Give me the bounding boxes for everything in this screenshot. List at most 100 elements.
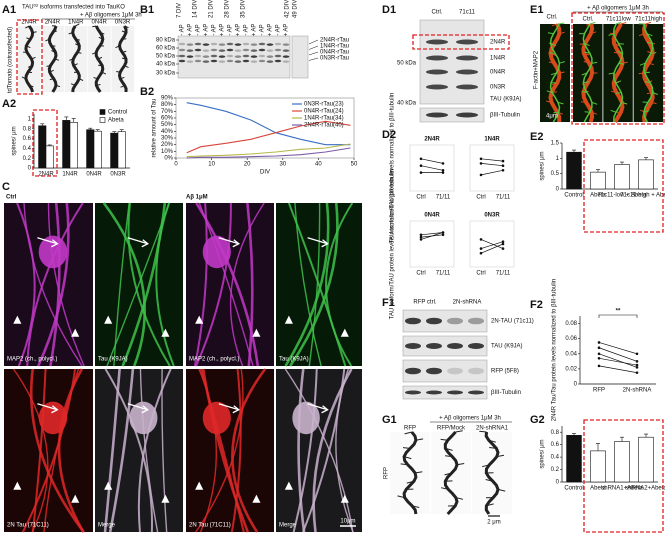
blot-band	[202, 43, 210, 46]
arrow	[71, 494, 80, 503]
x-tick-label: 40	[315, 162, 322, 168]
blot-band	[234, 55, 242, 58]
treatment-label: + Aβ oligomers 1μM 3h	[439, 416, 501, 422]
panel-label: C	[2, 181, 10, 193]
day-label: 35 DIV	[241, 0, 247, 18]
y-tick-label: 0.8	[23, 126, 32, 132]
point	[635, 371, 639, 374]
blot-band	[226, 54, 234, 58]
blot-band	[202, 49, 210, 52]
blot-band	[250, 55, 258, 58]
plot-frame	[409, 144, 455, 192]
arrow	[340, 328, 349, 337]
blot-band	[242, 48, 250, 52]
blot-band	[186, 60, 194, 63]
lane-label: Ctrl.	[432, 10, 443, 16]
blot-band	[468, 367, 484, 375]
micrograph	[186, 369, 274, 532]
neurite	[103, 368, 121, 533]
neurite	[308, 202, 321, 367]
point	[441, 162, 445, 165]
bar	[614, 441, 630, 483]
y-tick-label: 0.08	[565, 321, 577, 327]
row-label: 2N-TAU (71c11)	[491, 319, 534, 325]
antibody-label: TAU (K9JA)	[490, 97, 522, 103]
error-bar	[644, 433, 648, 438]
highlight-box	[16, 19, 43, 95]
blot-band	[405, 390, 421, 395]
bar	[86, 129, 95, 169]
neurite	[325, 202, 354, 367]
blot-band	[218, 43, 226, 46]
x-tick-label: 30	[279, 162, 286, 168]
blot-band	[210, 59, 218, 63]
arrow	[252, 328, 261, 337]
neurite	[231, 368, 267, 533]
y-tick-label: 10%	[161, 149, 174, 155]
soma	[129, 401, 158, 435]
y-tick-label: 0.02	[565, 366, 577, 372]
bar	[614, 164, 630, 190]
point	[419, 235, 423, 239]
paired-line	[480, 158, 504, 162]
blot-band	[178, 48, 186, 52]
blot-band	[178, 59, 186, 63]
blot-band	[250, 49, 258, 52]
y-axis-label: spines/ μm	[540, 151, 546, 180]
paired-line	[480, 163, 504, 167]
error-bar	[572, 433, 576, 436]
channel-label: Merge	[98, 523, 116, 529]
neurite	[195, 202, 260, 367]
y-tick-label: 1.5	[551, 141, 560, 147]
neurite	[104, 368, 153, 533]
day-label: 49 DIV	[293, 0, 299, 18]
condition-label: Aβ 1μM	[186, 195, 208, 201]
channel-label: Merge	[279, 523, 297, 529]
x-tick-label: 71/11	[496, 195, 511, 201]
blot-band	[426, 39, 448, 45]
lane-label: + AP	[204, 24, 210, 37]
panel-label: D1	[382, 4, 396, 16]
neurite	[127, 202, 171, 367]
legend-swatch	[99, 109, 106, 115]
treatment-label: + Aβ oligomers 1μM 3h	[587, 6, 649, 12]
paired-line	[598, 353, 638, 368]
panel-label: G1	[382, 414, 397, 426]
panel-label: D2	[382, 129, 396, 141]
arrow	[161, 328, 170, 337]
band-label: 0N4R	[490, 70, 506, 76]
series-line	[186, 143, 351, 158]
day-label: 28 DIV	[225, 0, 231, 18]
blot-band	[282, 49, 290, 52]
y-tick-label: 0.2	[551, 467, 560, 473]
x-tick-label: Abeta	[590, 486, 606, 492]
lane-label: - AP	[180, 24, 186, 35]
lane-label: - AP	[244, 24, 250, 35]
scale-label: 4μm	[546, 114, 558, 120]
x-tick-label: Ctrl	[416, 271, 425, 277]
highlight-box	[571, 12, 665, 125]
spines	[68, 23, 84, 86]
neurite	[284, 368, 354, 533]
y-axis-label: relative amount of Tau	[152, 99, 158, 158]
blot-band	[456, 39, 478, 45]
highlight-box	[412, 34, 510, 50]
plot-title: 0N4R	[424, 213, 440, 219]
lane-label: + AP	[220, 24, 226, 37]
blot-band	[258, 48, 266, 52]
soma	[202, 235, 231, 269]
blot-band	[218, 49, 226, 52]
blot-band	[258, 42, 266, 46]
point	[597, 357, 601, 360]
marker-label: 60 kDa	[156, 46, 176, 52]
blot	[402, 385, 488, 400]
band-pointer	[308, 57, 319, 61]
blot-band	[426, 390, 442, 395]
band-pointer	[308, 39, 319, 45]
point	[479, 173, 483, 177]
y-tick-label: 0.5	[551, 171, 560, 177]
loading-label: βIII-Tubulin	[490, 113, 520, 119]
arrow	[104, 315, 113, 324]
x-tick-label: 0N3R	[110, 172, 126, 178]
point	[597, 346, 601, 350]
